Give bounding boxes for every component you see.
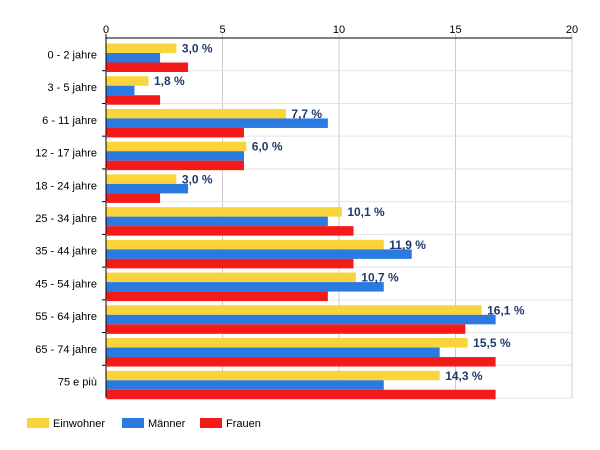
data-labels: 3,0 % 1,8 % 7,7 % 6,0 % 3,0 % 10,1 % 11,9 % 10,… bbox=[154, 42, 525, 383]
legend-swatch-männer bbox=[122, 418, 144, 428]
legend-label-einwohner: Einwohner bbox=[53, 418, 105, 430]
bar-männer bbox=[106, 314, 496, 325]
category-label: 25 - 34 jahre bbox=[35, 213, 97, 225]
data-label: 15,5 % bbox=[473, 336, 511, 350]
bar-männer bbox=[106, 380, 384, 390]
data-label: 11,9 % bbox=[389, 238, 426, 252]
bar-frauen bbox=[106, 389, 496, 400]
bar-einwohner bbox=[106, 370, 440, 381]
bar-männer bbox=[106, 347, 440, 358]
data-label: 16,1 % bbox=[487, 303, 525, 317]
x-tick-label: 20 bbox=[566, 24, 578, 36]
data-label: 6,0 % bbox=[252, 140, 283, 154]
bar-einwohner bbox=[106, 239, 384, 250]
data-label: 10,1 % bbox=[347, 205, 385, 219]
bar-einwohner bbox=[106, 43, 177, 53]
bar-männer bbox=[106, 249, 412, 259]
bar-männer bbox=[106, 85, 135, 96]
bar-männer bbox=[106, 118, 328, 128]
bar-frauen bbox=[106, 127, 244, 138]
bar-einwohner bbox=[106, 305, 482, 315]
legend-swatch-frauen bbox=[200, 418, 222, 428]
category-label: 75 e più bbox=[58, 377, 97, 389]
category-label: 55 - 64 jahre bbox=[35, 311, 97, 323]
category-label: 45 - 54 jahre bbox=[35, 278, 97, 290]
legend-label-männer: Männer bbox=[148, 418, 186, 430]
bar-einwohner bbox=[106, 141, 247, 152]
category-label: 0 - 2 jahre bbox=[47, 49, 97, 61]
category-label: 12 - 17 jahre bbox=[35, 148, 97, 160]
x-axis-ticks: 0 5 10 15 20 bbox=[103, 24, 578, 36]
category-label: 18 - 24 jahre bbox=[35, 180, 97, 192]
bar-frauen bbox=[106, 258, 354, 269]
bar-einwohner bbox=[106, 272, 356, 283]
bar-einwohner bbox=[106, 338, 468, 348]
data-label: 1,8 % bbox=[154, 74, 185, 88]
bar-männer bbox=[106, 53, 161, 63]
bar-frauen bbox=[106, 193, 161, 203]
x-tick-label: 15 bbox=[449, 24, 461, 36]
category-labels: 0 - 2 jahre 3 - 5 jahre 6 - 11 jahre 12 - 1… bbox=[35, 49, 97, 388]
x-tick-label: 10 bbox=[333, 24, 345, 36]
bar-einwohner bbox=[106, 174, 177, 184]
bar-männer bbox=[106, 151, 244, 161]
bar-frauen bbox=[106, 357, 496, 367]
bar-frauen bbox=[106, 226, 354, 236]
legend: Einwohner Männer Frauen bbox=[27, 418, 261, 430]
bar-frauen bbox=[106, 160, 244, 171]
data-label: 7,7 % bbox=[291, 107, 322, 121]
bar-männer bbox=[106, 183, 189, 194]
bar-frauen bbox=[106, 324, 466, 334]
data-label: 10,7 % bbox=[361, 271, 399, 285]
data-label: 3,0 % bbox=[182, 42, 213, 56]
data-label: 3,0 % bbox=[182, 172, 213, 186]
category-label: 35 - 44 jahre bbox=[35, 246, 97, 258]
bar-frauen bbox=[106, 95, 161, 105]
bar-einwohner bbox=[106, 207, 342, 217]
bar-einwohner bbox=[106, 108, 286, 119]
legend-swatch-einwohner bbox=[27, 418, 49, 428]
bar-männer bbox=[106, 282, 384, 292]
bar-frauen bbox=[106, 291, 328, 302]
data-label: 14,3 % bbox=[445, 369, 483, 383]
bars bbox=[106, 43, 496, 400]
bar-männer bbox=[106, 216, 328, 227]
category-label: 6 - 11 jahre bbox=[42, 115, 97, 127]
bar-einwohner bbox=[106, 76, 149, 86]
category-label: 3 - 5 jahre bbox=[47, 82, 97, 94]
x-tick-label: 5 bbox=[219, 24, 225, 36]
x-tick-label: 0 bbox=[103, 24, 109, 36]
category-label: 65 - 74 jahre bbox=[35, 344, 97, 356]
legend-label-frauen: Frauen bbox=[226, 418, 261, 430]
bar-frauen bbox=[106, 62, 189, 72]
